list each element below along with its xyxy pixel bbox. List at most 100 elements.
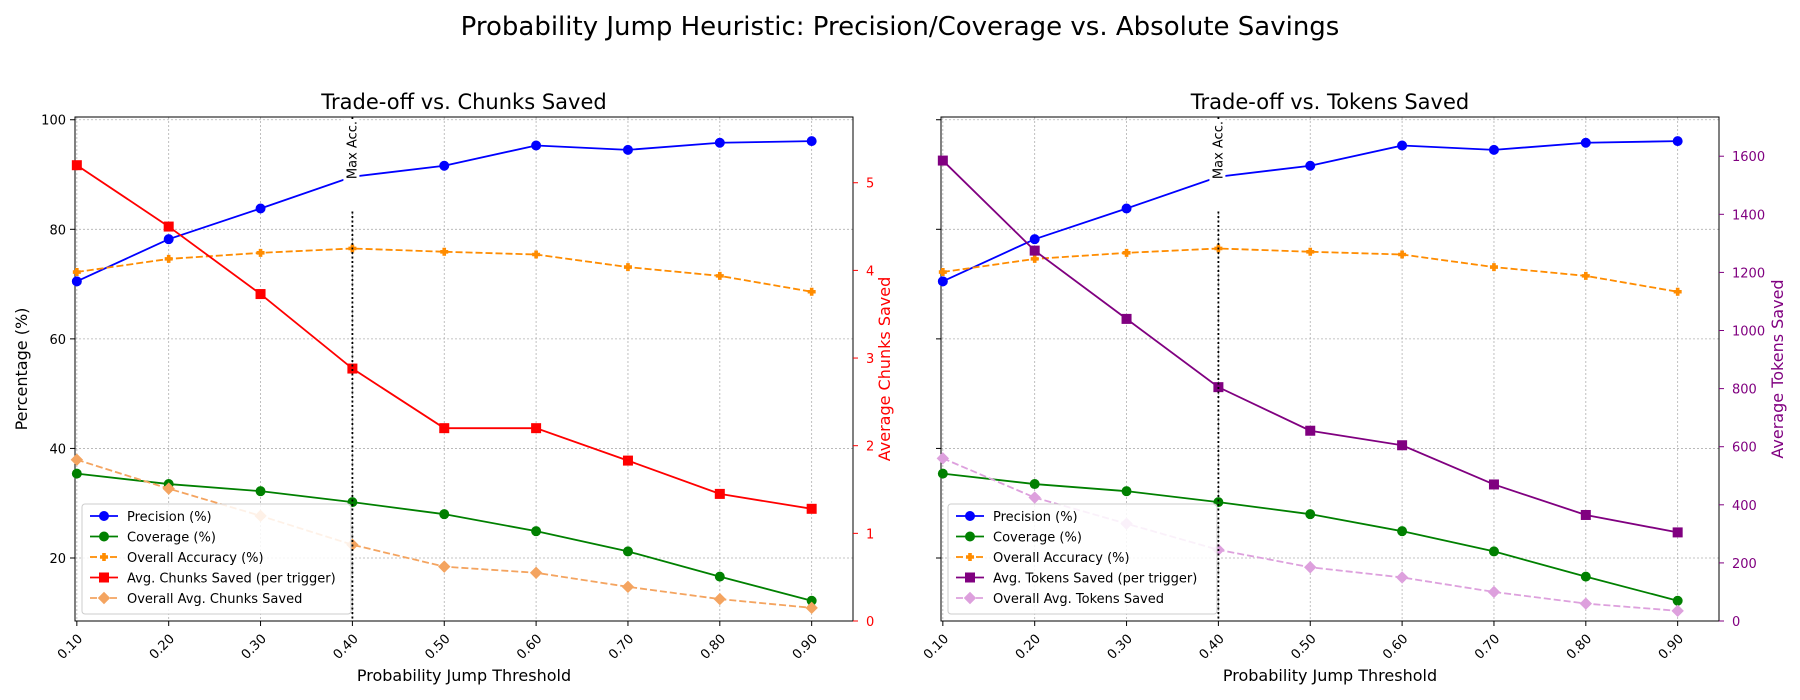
legend-marker-overall-accuracy <box>100 553 108 561</box>
data-point-overall-accuracy <box>1489 263 1498 272</box>
data-point-overall-avg-chunks-saved <box>713 592 727 606</box>
data-point-avg-chunks-saved-per-trigger <box>714 488 725 499</box>
data-point-avg-chunks-saved-per-trigger <box>806 503 817 514</box>
y2-tick-label: 1200 <box>1732 266 1765 281</box>
y-axis-label: Percentage (%) <box>12 308 31 431</box>
data-point-coverage <box>1672 595 1683 606</box>
legend-box <box>81 503 352 615</box>
x-tick-label: 0.30 <box>1105 632 1136 663</box>
data-point-overall-accuracy <box>1398 250 1407 259</box>
data-point-coverage <box>71 468 82 479</box>
data-point-overall-avg-tokens-saved <box>1304 561 1317 574</box>
data-point-overall-avg-tokens-saved <box>1579 597 1593 610</box>
data-point-avg-tokens-saved-per-trigger <box>1672 527 1683 538</box>
data-point-coverage <box>1305 509 1316 520</box>
x-tick-label: 0.70 <box>606 632 637 663</box>
data-point-overall-avg-tokens-saved <box>1028 491 1041 504</box>
data-point-overall-accuracy <box>72 268 81 277</box>
data-point-avg-chunks-saved-per-trigger <box>71 160 82 171</box>
legend-marker-coverage <box>99 531 109 542</box>
legend-label: Coverage (%) <box>993 531 1082 546</box>
series-line-overall-accuracy <box>942 247 1678 293</box>
y2-axis-label: Average Chunks Saved <box>875 277 894 462</box>
data-point-avg-tokens-saved-per-trigger <box>1397 440 1408 451</box>
data-point-precision <box>1121 203 1132 214</box>
data-point-precision <box>1580 137 1591 148</box>
y2-tick-label: 400 <box>1732 499 1757 514</box>
x-tick-label: 0.50 <box>1288 632 1319 663</box>
data-point-coverage <box>531 526 542 537</box>
legend-marker-overall-accuracy <box>966 553 974 561</box>
figure-title: Probability Jump Heuristic: Precision/Co… <box>461 12 1340 42</box>
data-point-precision <box>806 136 817 147</box>
data-point-avg-chunks-saved-per-trigger <box>347 363 358 374</box>
data-point-overall-avg-chunks-saved <box>529 566 543 579</box>
legend-label: Precision (%) <box>127 510 212 525</box>
data-point-coverage <box>622 546 633 557</box>
plot-frame <box>940 116 1720 622</box>
data-point-overall-accuracy <box>623 263 632 272</box>
x-axis-label: Probability Jump Threshold <box>1223 666 1437 685</box>
legend-marker-coverage <box>965 531 975 542</box>
data-point-overall-accuracy <box>256 248 265 257</box>
data-point-precision <box>1397 140 1408 151</box>
data-point-avg-tokens-saved-per-trigger <box>1488 479 1499 490</box>
data-point-overall-avg-chunks-saved <box>70 453 84 466</box>
panel-title: Trade-off vs. Tokens Saved <box>1190 90 1469 114</box>
legend-box <box>947 503 1218 615</box>
chart-panel-chunks: Trade-off vs. Chunks Saved 0.10 0.20 0.30 0.… <box>12 90 894 685</box>
data-point-overall-avg-chunks-saved <box>621 580 635 594</box>
data-point-overall-accuracy <box>807 287 816 296</box>
x-tick-label: 0.60 <box>1380 632 1411 663</box>
legend-label: Overall Avg. Tokens Saved <box>993 592 1164 607</box>
x-tick-label: 0.80 <box>1564 632 1595 663</box>
legend-marker-avg-tokens-saved-per-trigger <box>965 572 975 583</box>
y-tick-label: 100 <box>41 114 66 129</box>
x-tick-label: 0.40 <box>331 632 362 663</box>
data-point-precision <box>714 137 725 148</box>
data-point-overall-accuracy <box>1581 271 1590 280</box>
x-tick-label: 0.40 <box>1197 632 1228 663</box>
y2-tick-label: 200 <box>1732 557 1757 572</box>
data-point-coverage <box>439 509 450 520</box>
data-point-coverage <box>714 571 725 582</box>
y2-tick-label: 4 <box>866 264 874 279</box>
data-point-avg-chunks-saved-per-trigger <box>255 289 266 300</box>
data-point-avg-chunks-saved-per-trigger <box>439 423 450 434</box>
series-line-overall-accuracy <box>76 247 812 293</box>
data-point-overall-accuracy <box>938 268 947 277</box>
y2-tick-label: 1000 <box>1732 325 1765 340</box>
data-point-precision <box>1305 160 1316 171</box>
x-tick-label: 0.80 <box>698 632 729 663</box>
y2-tick-label: 2 <box>866 440 874 455</box>
legend-label: Avg. Tokens Saved (per trigger) <box>993 572 1197 587</box>
legend: Precision (%) Coverage (%) Overall Accurac… <box>947 503 1218 615</box>
data-point-avg-tokens-saved-per-trigger <box>937 155 948 166</box>
x-tick-label: 0.20 <box>1013 632 1044 663</box>
legend-label: Precision (%) <box>993 510 1078 525</box>
legend-label: Overall Avg. Chunks Saved <box>127 592 302 607</box>
chart-panel-tokens: Trade-off vs. Tokens Saved 0.10 0.20 0.30 0.… <box>921 90 1787 685</box>
data-point-overall-avg-chunks-saved <box>162 482 175 495</box>
y-tick-label: 80 <box>49 223 66 238</box>
series-avg-chunks-saved-per-trigger <box>71 160 817 514</box>
y-tick-label: 60 <box>49 333 66 348</box>
data-point-coverage <box>1397 526 1408 537</box>
x-tick-label: 0.30 <box>239 632 270 663</box>
data-point-precision <box>1029 234 1040 245</box>
x-tick-label: 0.10 <box>921 632 952 663</box>
y2-tick-label: 5 <box>866 177 874 192</box>
data-point-coverage <box>1488 546 1499 557</box>
x-tick-label: 0.70 <box>1472 632 1503 663</box>
x-axis-label: Probability Jump Threshold <box>357 666 571 685</box>
data-point-precision <box>255 203 266 214</box>
x-tick-label: 0.90 <box>1656 632 1687 663</box>
data-point-overall-accuracy <box>532 250 541 259</box>
data-point-precision <box>937 276 948 287</box>
data-point-overall-avg-tokens-saved <box>1487 585 1501 599</box>
data-point-overall-accuracy <box>164 254 173 263</box>
legend-marker-precision <box>965 511 975 521</box>
data-point-overall-avg-tokens-saved <box>936 452 950 465</box>
y2-tick-label: 3 <box>866 352 874 367</box>
data-point-overall-avg-chunks-saved <box>805 601 818 615</box>
